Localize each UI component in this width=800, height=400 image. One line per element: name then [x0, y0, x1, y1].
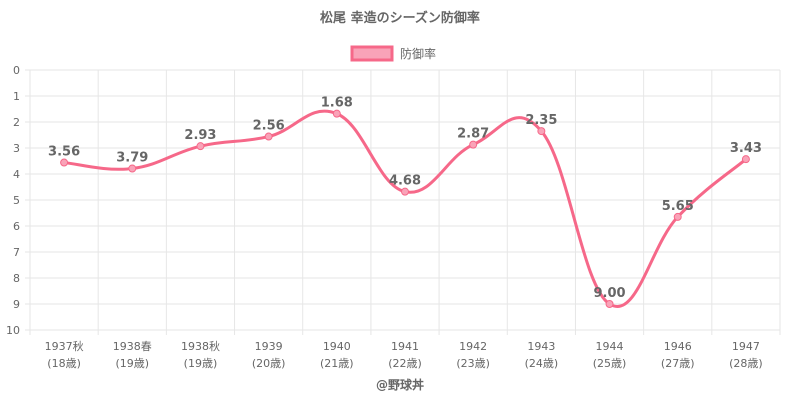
x-tick-label: (28歳)	[729, 357, 763, 370]
y-tick-label: 1	[13, 90, 20, 103]
x-tick-label: (25歳)	[593, 357, 627, 370]
data-label: 5.65	[662, 199, 694, 214]
y-tick-label: 6	[13, 220, 20, 233]
x-tick-label: (27歳)	[661, 357, 695, 370]
y-tick-label: 4	[13, 168, 20, 181]
legend-label: 防御率	[400, 46, 436, 61]
x-tick-label: (18歳)	[47, 357, 81, 370]
y-tick-label: 9	[13, 298, 20, 311]
x-axis: 1937秋 (18歳) 1938春 (19歳) 1938秋 (19歳) 1939 (20歳) 1…	[45, 339, 763, 370]
data-label: 4.68	[389, 174, 421, 189]
x-tick-label: 1940	[323, 340, 351, 353]
data-point	[469, 140, 478, 149]
y-tick-label: 2	[13, 116, 20, 129]
data-point	[741, 155, 750, 164]
data-label: 3.43	[730, 141, 762, 156]
chart-title: 松尾 幸造のシーズン防御率	[320, 10, 480, 26]
x-tick-label: 1941	[391, 340, 419, 353]
data-point	[196, 142, 205, 151]
data-point	[264, 132, 273, 141]
data-label: 1.68	[321, 96, 353, 111]
data-point	[128, 164, 137, 173]
y-axis: 0 1 2 3 4 5 6 7 8 9 10	[6, 64, 20, 337]
data-label: 2.35	[525, 113, 557, 128]
data-label: 2.93	[184, 128, 216, 143]
data-label: 2.87	[457, 127, 489, 142]
x-tick-label: (24歳)	[525, 357, 559, 370]
y-tick-label: 3	[13, 142, 20, 155]
data-label: 3.79	[116, 151, 148, 166]
data-point	[401, 187, 409, 196]
x-tick-label: (19歳)	[184, 357, 218, 370]
data-point	[673, 212, 682, 221]
x-tick-label: 1944	[596, 340, 624, 353]
data-label: 9.00	[594, 286, 626, 301]
x-tick-label: 1943	[527, 340, 555, 353]
data-point	[332, 109, 341, 118]
y-tick-label: 8	[13, 272, 20, 285]
x-tick-label: (20歳)	[252, 357, 286, 370]
y-tick-label: 0	[13, 64, 20, 77]
credit-label: @野球丼	[376, 377, 424, 392]
y-tick-label: 5	[13, 194, 20, 207]
y-tick-label: 10	[6, 324, 20, 337]
data-label: 2.56	[253, 119, 285, 134]
x-tick-label: 1937秋	[45, 339, 84, 353]
x-tick-label: 1947	[732, 340, 760, 353]
data-labels: 3.56 3.79 2.93 2.56 1.68 4.68 2.87 2.35 9.00 5.65…	[48, 96, 762, 301]
x-tick-label: (22歳)	[388, 357, 422, 370]
data-point	[537, 127, 546, 136]
x-tick-label: 1938春	[113, 340, 152, 353]
x-tick-label: (21歳)	[320, 357, 354, 370]
legend-swatch	[350, 45, 394, 62]
y-tick-label: 7	[13, 246, 20, 259]
data-label: 3.56	[48, 145, 80, 160]
data-points	[60, 109, 750, 308]
legend[interactable]: 防御率	[350, 45, 436, 62]
x-tick-label: 1938秋	[181, 339, 220, 353]
x-tick-label: 1939	[255, 340, 283, 353]
x-tick-label: (23歳)	[456, 357, 490, 370]
x-tick-label: (19歳)	[115, 357, 149, 370]
x-tick-label: 1942	[459, 340, 487, 353]
grid	[25, 69, 781, 335]
x-tick-label: 1946	[664, 340, 692, 353]
data-point	[605, 300, 614, 308]
data-point	[60, 158, 69, 167]
